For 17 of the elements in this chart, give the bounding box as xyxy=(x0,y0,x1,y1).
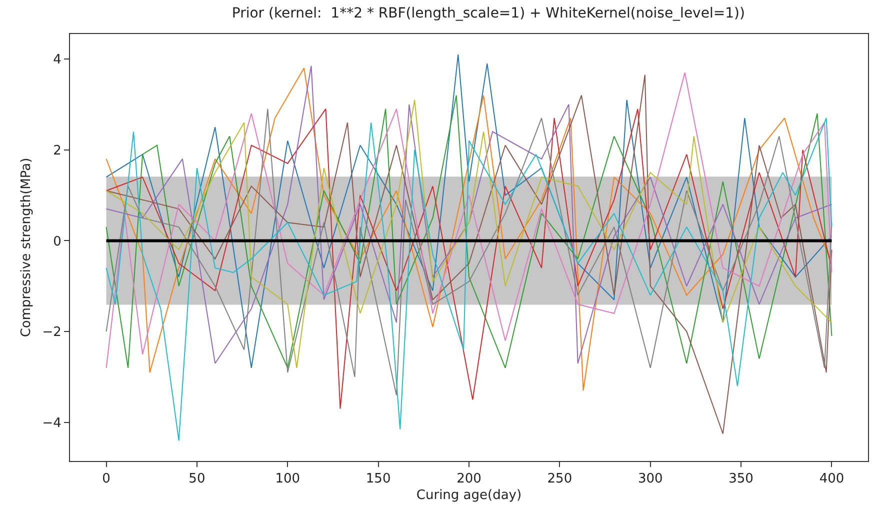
x-tick-label: 400 xyxy=(819,472,844,487)
x-tick-label: 50 xyxy=(188,472,206,487)
x-tick-label: 100 xyxy=(275,472,300,487)
x-tick-label: 150 xyxy=(366,472,391,487)
y-tick-label: −4 xyxy=(42,416,62,431)
y-tick-label: −2 xyxy=(42,325,62,340)
x-tick-label: 0 xyxy=(102,472,110,487)
x-axis-title: Curing age(day) xyxy=(416,488,522,504)
x-tick-label: 300 xyxy=(638,472,663,487)
x-tick-label: 250 xyxy=(547,472,572,487)
chart-title: Prior (kernel: 1**2 * RBF(length_scale=1) + WhiteKernel(noise_level=1)) xyxy=(232,5,745,22)
x-tick-label: 350 xyxy=(728,472,754,487)
y-tick-label: 0 xyxy=(53,234,62,250)
y-axis-title: Compressive strength(MPa) xyxy=(19,158,34,338)
y-tick-label: 4 xyxy=(53,52,62,68)
x-tick-label: 200 xyxy=(456,472,482,487)
y-tick-label: 2 xyxy=(53,143,62,158)
